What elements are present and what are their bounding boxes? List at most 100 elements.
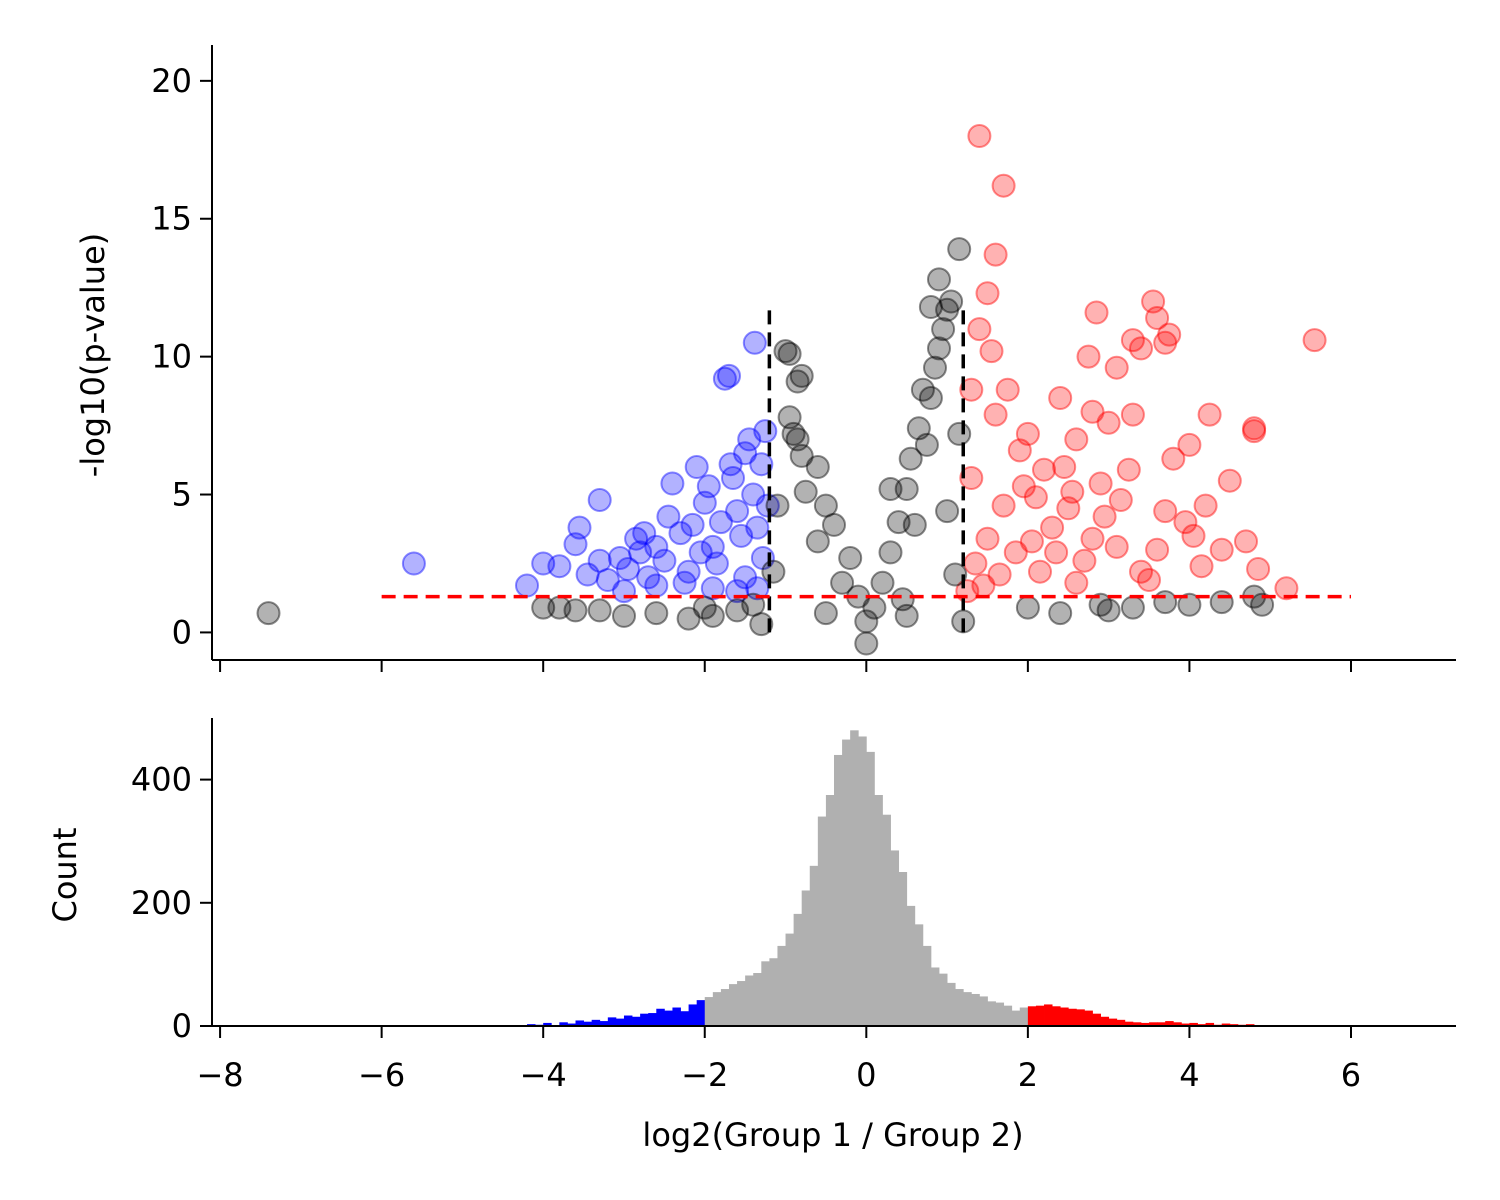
point-ns bbox=[765, 493, 790, 518]
point-up bbox=[1217, 468, 1242, 493]
point-up bbox=[1064, 570, 1089, 595]
histogram-bar-ns bbox=[947, 982, 956, 1026]
point-down bbox=[567, 515, 592, 540]
point-ns bbox=[741, 592, 766, 617]
histogram-bar-up bbox=[1173, 1022, 1182, 1026]
point-up bbox=[1108, 488, 1133, 512]
histogram-bar-ns bbox=[922, 945, 932, 1026]
point-ns bbox=[1120, 595, 1145, 620]
point-down bbox=[632, 521, 657, 546]
point-up bbox=[983, 402, 1008, 427]
histogram-bar-up bbox=[1132, 1022, 1142, 1026]
point-ns bbox=[878, 477, 903, 501]
point-up bbox=[1161, 446, 1186, 471]
histogram-bar-ns bbox=[720, 989, 730, 1026]
point-down bbox=[688, 540, 713, 565]
histogram-bar-down bbox=[648, 1013, 657, 1026]
histogram-bar-up bbox=[1108, 1018, 1118, 1026]
point-ns bbox=[918, 295, 943, 319]
point-up bbox=[1129, 559, 1153, 584]
histogram-bar-ns bbox=[971, 993, 980, 1026]
point-ns bbox=[563, 598, 588, 623]
volcano-plot-panel: 0 5 10 15 20 -log10(p-value) bbox=[74, 45, 1456, 672]
x-tick-label: 2 bbox=[1018, 1056, 1038, 1094]
point-down bbox=[531, 551, 556, 576]
y-axis-title: Count bbox=[46, 827, 84, 922]
point-up bbox=[1153, 499, 1178, 524]
point-down bbox=[587, 548, 612, 573]
point-ns bbox=[894, 603, 919, 628]
histogram-bar-up bbox=[1084, 1010, 1093, 1026]
point-up bbox=[1153, 330, 1178, 355]
histogram-bar-down bbox=[656, 1008, 665, 1026]
histogram-bar-up bbox=[1157, 1022, 1166, 1026]
histogram-bar-ns bbox=[817, 816, 827, 1026]
point-ns bbox=[1209, 590, 1234, 615]
point-ns bbox=[813, 601, 838, 626]
histogram-bar-down bbox=[696, 1000, 706, 1026]
histogram-bar-up bbox=[1149, 1022, 1158, 1026]
point-up bbox=[1104, 355, 1129, 380]
x-tick-label: −6 bbox=[358, 1056, 405, 1094]
histogram-bar-down bbox=[688, 1004, 698, 1026]
point-ns bbox=[878, 540, 903, 565]
point-ns bbox=[1177, 592, 1202, 617]
point-up bbox=[1145, 537, 1170, 562]
point-up bbox=[1028, 559, 1052, 584]
histogram-bar-ns bbox=[842, 739, 851, 1026]
point-up bbox=[1137, 568, 1161, 592]
point-ns bbox=[773, 339, 798, 364]
point-up bbox=[1141, 289, 1166, 314]
point-down bbox=[733, 565, 758, 590]
point-ns bbox=[805, 455, 830, 479]
y-ticks: 0 200 400 bbox=[131, 761, 212, 1045]
histogram-panel: −8 −6 −4 −2 0 2 4 6 0 200 400 Count log2(Group 1 … bbox=[46, 718, 1456, 1154]
histogram-bar-ns bbox=[809, 865, 819, 1026]
point-up bbox=[1044, 540, 1069, 565]
histogram-bar-ns bbox=[704, 997, 714, 1026]
point-down bbox=[515, 573, 539, 598]
histogram-bar-ns bbox=[914, 924, 924, 1026]
histogram-bar-ns bbox=[745, 975, 754, 1026]
point-down bbox=[718, 452, 743, 477]
x-ticks bbox=[219, 660, 1352, 672]
point-up bbox=[1209, 537, 1234, 562]
point-ns bbox=[886, 510, 911, 535]
point-down bbox=[721, 466, 745, 490]
point-up bbox=[1092, 504, 1117, 529]
point-up bbox=[1011, 474, 1036, 499]
point-down bbox=[547, 554, 572, 579]
series-down bbox=[401, 330, 780, 604]
point-up bbox=[963, 551, 988, 576]
histogram-bar-ns bbox=[898, 872, 908, 1026]
point-down bbox=[636, 565, 661, 590]
point-up bbox=[1088, 471, 1113, 496]
histogram-bar-ns bbox=[1011, 1010, 1021, 1026]
point-down bbox=[704, 551, 729, 576]
point-ns bbox=[805, 529, 830, 554]
histogram-bar-ns bbox=[1019, 1007, 1029, 1026]
point-up bbox=[1242, 416, 1267, 441]
point-up bbox=[1129, 336, 1153, 361]
histogram-bar-up bbox=[1052, 1006, 1061, 1026]
point-down bbox=[717, 363, 741, 388]
point-up bbox=[1145, 306, 1170, 330]
point-ns bbox=[1048, 601, 1073, 626]
point-up bbox=[1116, 457, 1141, 482]
histogram-bar-up bbox=[1205, 1022, 1215, 1026]
point-up bbox=[1302, 328, 1327, 353]
point-down bbox=[742, 330, 767, 355]
point-ns bbox=[854, 631, 879, 656]
histogram-bar-down bbox=[591, 1019, 601, 1026]
histogram-bar-up bbox=[1060, 1007, 1069, 1026]
point-ns bbox=[1096, 598, 1121, 623]
point-ns bbox=[644, 601, 669, 626]
point-up bbox=[975, 526, 1000, 551]
volcano-points bbox=[256, 124, 1327, 656]
histogram-bar-ns bbox=[874, 795, 883, 1026]
point-ns bbox=[939, 289, 964, 314]
point-up bbox=[1003, 540, 1028, 565]
y-tick-label: 0 bbox=[172, 1007, 192, 1045]
point-up bbox=[979, 339, 1004, 364]
point-ns bbox=[927, 336, 951, 361]
